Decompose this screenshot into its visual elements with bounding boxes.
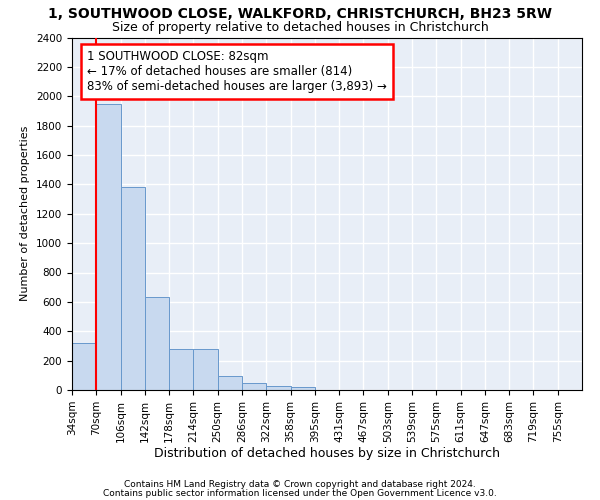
Bar xyxy=(169,349,193,390)
Bar xyxy=(121,188,145,390)
Text: Size of property relative to detached houses in Christchurch: Size of property relative to detached ho… xyxy=(112,21,488,34)
Bar xyxy=(145,298,169,390)
Y-axis label: Number of detached properties: Number of detached properties xyxy=(20,126,31,302)
Bar xyxy=(242,384,266,390)
Bar xyxy=(193,349,218,390)
Text: Contains HM Land Registry data © Crown copyright and database right 2024.: Contains HM Land Registry data © Crown c… xyxy=(124,480,476,489)
X-axis label: Distribution of detached houses by size in Christchurch: Distribution of detached houses by size … xyxy=(154,448,500,460)
Bar xyxy=(218,376,242,390)
Bar xyxy=(96,104,121,390)
Bar xyxy=(290,387,315,390)
Bar xyxy=(72,343,96,390)
Text: Contains public sector information licensed under the Open Government Licence v3: Contains public sector information licen… xyxy=(103,488,497,498)
Bar xyxy=(266,386,290,390)
Text: 1 SOUTHWOOD CLOSE: 82sqm
← 17% of detached houses are smaller (814)
83% of semi-: 1 SOUTHWOOD CLOSE: 82sqm ← 17% of detach… xyxy=(88,50,387,93)
Text: 1, SOUTHWOOD CLOSE, WALKFORD, CHRISTCHURCH, BH23 5RW: 1, SOUTHWOOD CLOSE, WALKFORD, CHRISTCHUR… xyxy=(48,8,552,22)
